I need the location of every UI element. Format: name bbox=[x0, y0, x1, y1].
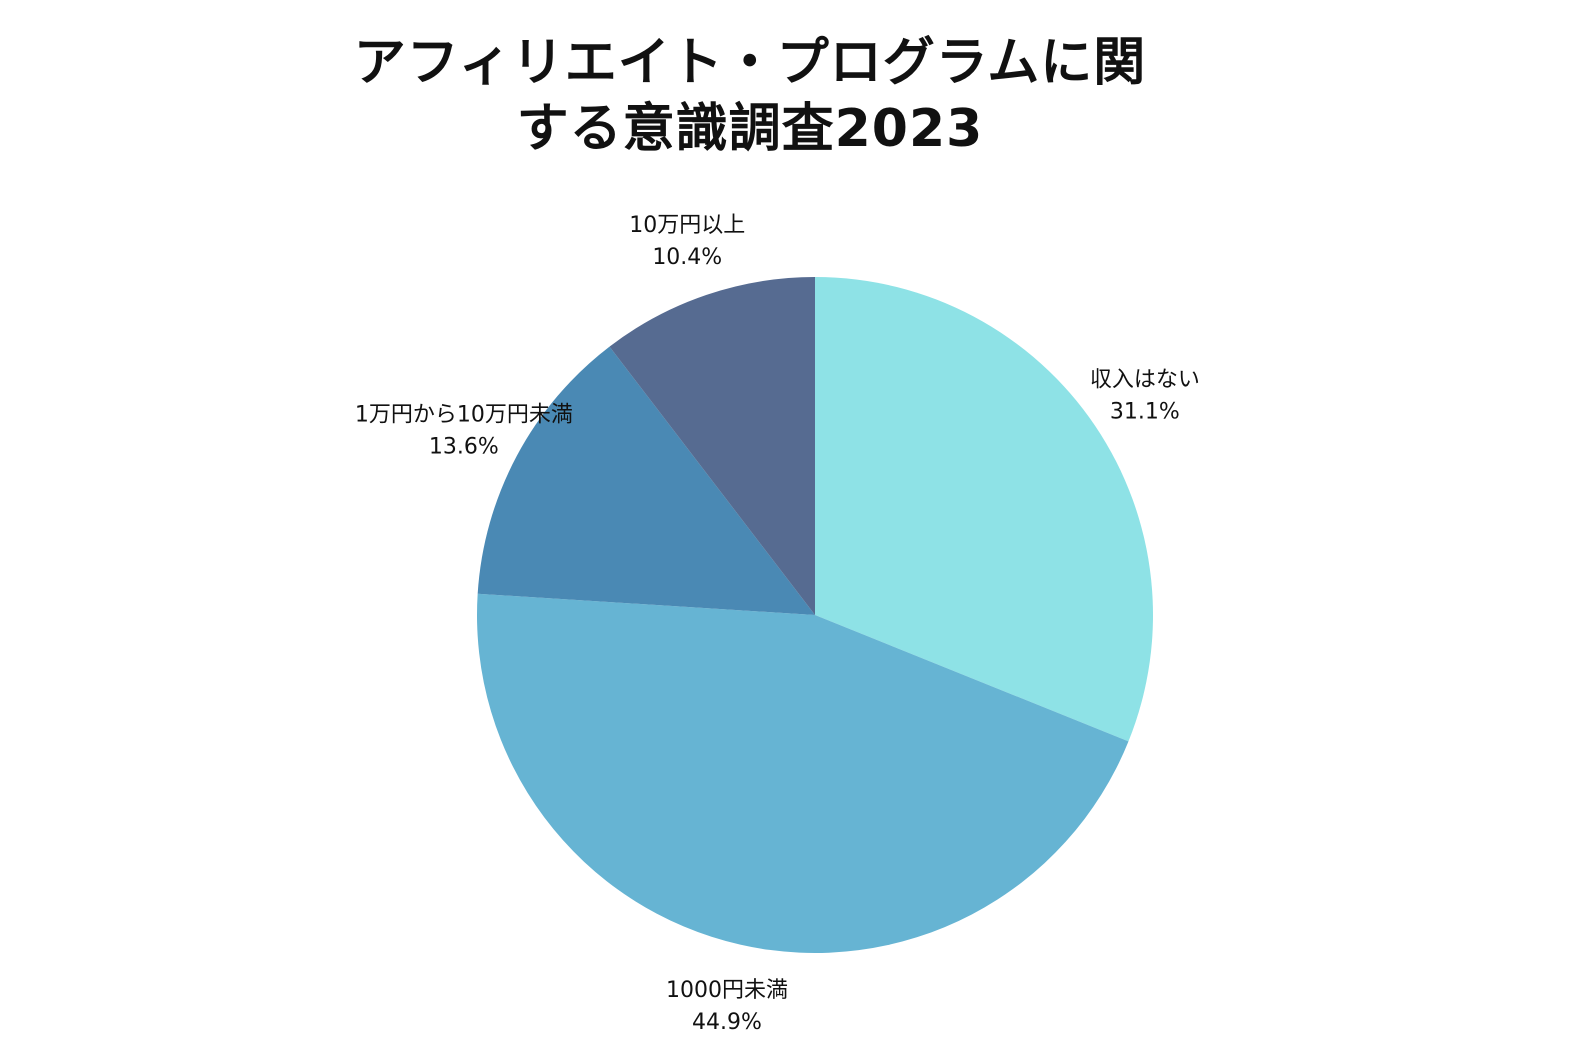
slice-value-label-3: 10.4% bbox=[652, 245, 722, 270]
slice-value-label-2: 13.6% bbox=[429, 435, 499, 460]
slice-label-3: 10万円以上 bbox=[629, 213, 745, 238]
slice-label-1: 1000円未満 bbox=[666, 978, 788, 1003]
slice-value-label-1: 44.9% bbox=[692, 1010, 762, 1035]
pie-slice-1 bbox=[477, 593, 1129, 953]
pie-slice-3 bbox=[609, 277, 815, 615]
pie-slice-0 bbox=[815, 277, 1153, 742]
slice-label-2: 1万円から10万円未満 bbox=[355, 403, 573, 428]
pie-slice-2 bbox=[477, 346, 815, 615]
chart-title-line-2: する意識調査2023 bbox=[516, 99, 984, 159]
chart-title-line-1: アフィリエイト・プログラムに関 bbox=[353, 33, 1147, 93]
slice-label-0: 収入はない bbox=[1090, 367, 1200, 392]
slice-value-label-0: 31.1% bbox=[1110, 399, 1180, 424]
chart-title: アフィリエイト・プログラムに関 する意識調査2023 bbox=[0, 30, 1500, 162]
